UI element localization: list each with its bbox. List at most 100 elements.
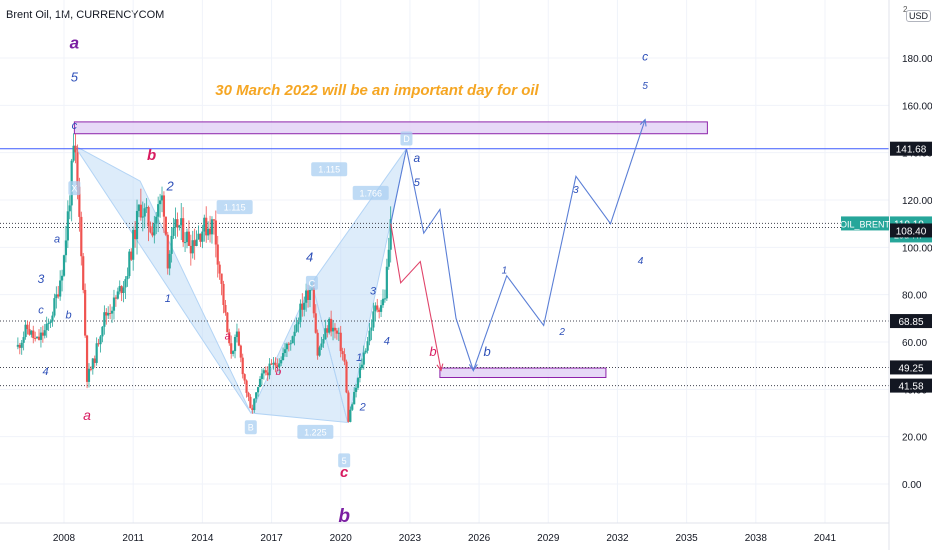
wave-label-1: 5 xyxy=(71,70,79,85)
wave-label-12: a xyxy=(225,331,231,343)
wave-label-8: a xyxy=(83,407,91,423)
candle-body-106 xyxy=(220,273,223,284)
candle-body-187 xyxy=(376,305,379,310)
y-tick-5: 80.00 xyxy=(902,291,927,302)
ratio-badge-0 xyxy=(68,181,81,196)
harmonic-cdx xyxy=(311,148,407,423)
candle-body-12 xyxy=(39,332,43,340)
candle-body-146 xyxy=(297,322,300,325)
candle-body-16 xyxy=(47,323,50,325)
candle-body-99 xyxy=(207,228,210,236)
price-label-2: 108.40 xyxy=(896,226,927,237)
candle-body-89 xyxy=(187,231,191,246)
candle-body-156 xyxy=(316,332,319,356)
candle-body-104 xyxy=(216,244,219,265)
y-tick-1: 160.00 xyxy=(902,101,932,112)
projection-blue-low-arrow xyxy=(468,364,478,372)
projection-red-arrow xyxy=(436,363,444,372)
candle-body-55 xyxy=(122,287,125,294)
candle-body-181 xyxy=(364,350,367,353)
wave-label-27: 3 xyxy=(573,185,579,196)
x-tick-2041: 2041 xyxy=(814,533,837,544)
candle-body-34 xyxy=(82,256,85,290)
candle-body-133 xyxy=(272,362,275,365)
candle-body-37 xyxy=(87,368,91,382)
candle-body-149 xyxy=(303,302,306,310)
wave-label-17: 3 xyxy=(370,286,377,298)
candle-body-114 xyxy=(235,331,239,338)
candle-body-160 xyxy=(324,328,327,340)
wave-label-26: 2 xyxy=(558,327,565,338)
candle-body-124 xyxy=(255,392,258,399)
candle-body-96 xyxy=(201,231,204,242)
candle-body-45 xyxy=(103,312,106,327)
candle-body-78 xyxy=(166,234,169,269)
candle-body-23 xyxy=(60,275,64,281)
candle-body-19 xyxy=(53,298,56,316)
projection-paths xyxy=(390,118,647,373)
candle-body-113 xyxy=(233,337,237,352)
candle-body-51 xyxy=(114,297,117,299)
wave-label-25: 1 xyxy=(502,265,508,276)
candle-body-132 xyxy=(270,363,273,365)
candle-body-49 xyxy=(110,310,114,314)
projection-red-path xyxy=(390,223,442,371)
y-tick-8: 20.00 xyxy=(902,433,927,444)
projection-blue-path xyxy=(390,119,646,373)
candle-body-73 xyxy=(157,204,160,217)
candle-body-185 xyxy=(372,311,375,328)
candle-body-135 xyxy=(276,365,279,368)
candle-body-120 xyxy=(247,392,250,397)
candle-body-147 xyxy=(299,303,302,323)
x-tick-2038: 2038 xyxy=(745,533,768,544)
symbol-tag: OIL_BRENT xyxy=(840,219,891,229)
y-tick-4: 100.00 xyxy=(902,243,932,254)
wave-label-19: c xyxy=(340,464,349,481)
candle-body-178 xyxy=(358,368,362,379)
x-tick-2014: 2014 xyxy=(191,533,214,544)
ratio-label-2: 1.115 xyxy=(318,165,340,175)
candle-body-107 xyxy=(222,283,225,306)
candle-body-97 xyxy=(203,217,206,232)
candle-body-53 xyxy=(118,286,121,292)
candle-body-125 xyxy=(256,387,260,393)
candle-body-155 xyxy=(314,313,317,333)
candle-body-173 xyxy=(349,409,352,422)
candle-body-141 xyxy=(287,343,290,345)
candle-body-64 xyxy=(139,204,142,218)
candle-body-82 xyxy=(174,219,177,228)
candle-body-105 xyxy=(218,264,221,274)
candle-body-131 xyxy=(268,363,271,376)
candle-body-179 xyxy=(360,364,363,369)
candle-body-142 xyxy=(289,343,292,345)
candle-body-41 xyxy=(95,343,98,363)
candle-body-110 xyxy=(228,332,231,344)
ratio-badge-3 xyxy=(305,275,318,290)
candle-body-163 xyxy=(330,318,333,332)
candle-body-48 xyxy=(109,312,112,314)
ratio-badge-2 xyxy=(311,162,348,177)
candle-body-180 xyxy=(362,352,365,365)
candle-body-85 xyxy=(180,218,183,226)
candle-body-134 xyxy=(274,362,277,366)
wave-label-18: 4 xyxy=(384,335,390,347)
ratio-label-5: B xyxy=(248,423,254,433)
x-tick-2017: 2017 xyxy=(260,533,283,544)
wave-label-20: b xyxy=(338,506,350,527)
candle-body-83 xyxy=(176,219,179,228)
y-tick-3: 120.00 xyxy=(902,196,932,207)
ratio-label-8: 5 xyxy=(342,456,347,466)
price-badge-0 xyxy=(890,141,932,156)
wave-label-23: b xyxy=(429,344,436,359)
candle-body-115 xyxy=(237,331,240,346)
candle-body-182 xyxy=(366,341,369,351)
currency-corner: 2 xyxy=(903,5,908,14)
candle-body-29 xyxy=(72,145,75,161)
candle-body-5 xyxy=(26,324,29,330)
candle-body-79 xyxy=(168,253,171,269)
price-label-4: 49.25 xyxy=(898,363,923,374)
candle-body-15 xyxy=(45,323,48,331)
candle-body-81 xyxy=(172,227,175,236)
